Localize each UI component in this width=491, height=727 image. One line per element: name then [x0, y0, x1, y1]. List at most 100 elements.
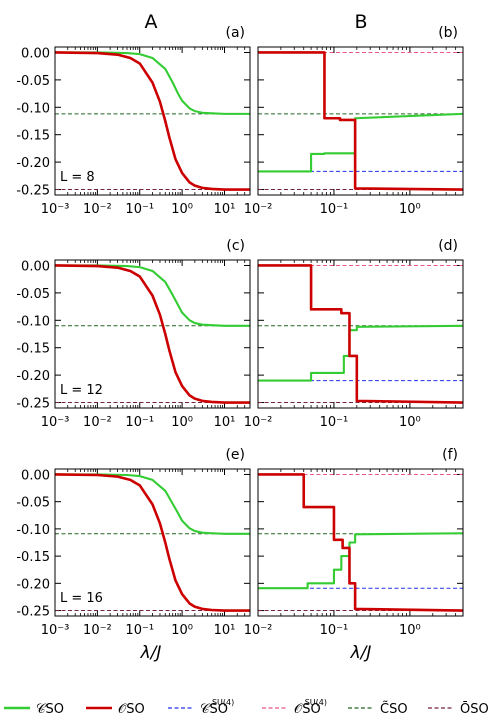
- panel-label-b: (b): [438, 25, 458, 41]
- panel-frame-c: [54, 259, 251, 409]
- x-tick-label-a: 10⁻³: [41, 202, 70, 217]
- y-tick-label-c: -0.15: [16, 342, 50, 357]
- series-o-so-a: [55, 51, 250, 191]
- panel-frame-f: [257, 468, 464, 617]
- legend-label: C̃SO: [380, 702, 408, 717]
- panel-frame-d: [257, 259, 464, 409]
- x-axis-label-a: λ/J: [140, 643, 162, 663]
- x-tick-label-c: 10⁻¹: [125, 415, 154, 430]
- plot-area-e: [55, 473, 250, 612]
- x-tick-label-d: 10⁻¹: [320, 415, 349, 430]
- column-label-a: A: [145, 11, 158, 33]
- panel-frame-e: [54, 468, 251, 617]
- y-tick-label-e: -0.10: [16, 523, 50, 538]
- y-tick-label-a: -0.05: [16, 74, 50, 89]
- plot-area-d: [258, 264, 463, 404]
- plot-area-f: [258, 473, 463, 612]
- series-o-so-b: [258, 51, 463, 191]
- y-tick-label-e: -0.25: [16, 605, 50, 620]
- legend-label: ŌSO: [460, 702, 489, 717]
- x-tick-label-c: 10¹: [214, 415, 236, 430]
- series-o-so-d: [258, 264, 463, 404]
- y-tick-label-a: 0.00: [21, 46, 50, 61]
- legend-label: 𝒞SO: [36, 702, 64, 717]
- x-tick-label-f: 10⁰: [399, 623, 421, 638]
- x-tick-label-f: 10⁻¹: [320, 623, 349, 638]
- panel-e: (e) 10⁻³ 10⁻² 10⁻¹ 10⁰ 10¹ 0.00 -0.05 -0.10 -0.15…: [16, 447, 251, 638]
- panel-label-f: (f): [442, 447, 458, 463]
- series-c-so-c: [55, 264, 250, 327]
- size-label-a: L = 8: [60, 170, 95, 185]
- plot-area-b: [258, 51, 463, 191]
- x-tick-label-c: 10⁻³: [41, 415, 70, 430]
- legend-label: 𝒪SO: [118, 702, 145, 717]
- x-tick-label-e: 10⁻³: [41, 623, 70, 638]
- series-o-so-f: [258, 473, 463, 612]
- x-tick-label-b: 10⁻¹: [320, 202, 349, 217]
- x-tick-label-a: 10⁻²: [83, 202, 112, 217]
- legend-label-sup: SU(4): [212, 698, 234, 707]
- x-tick-label-a: 10⁰: [171, 202, 193, 217]
- series-o-so-c: [55, 264, 250, 404]
- x-axis-label-b: λ/J: [350, 643, 372, 663]
- series-c-so-a: [55, 51, 250, 115]
- y-tick-label-a: -0.25: [16, 184, 50, 199]
- series-c-so-d: [258, 324, 463, 382]
- x-tick-label-c: 10⁻²: [83, 415, 112, 430]
- legend-label: 𝒪SOSU(4): [294, 698, 327, 717]
- y-tick-label-a: -0.10: [16, 101, 50, 116]
- plot-area-a: [55, 51, 250, 191]
- series-c-so-e: [55, 473, 250, 535]
- y-tick-label-c: -0.25: [16, 397, 50, 412]
- x-tick-label-d: 10⁻²: [244, 415, 273, 430]
- y-tick-label-c: -0.05: [16, 287, 50, 302]
- size-label-c: L = 12: [60, 383, 103, 398]
- series-c-so-b: [258, 112, 463, 173]
- legend-item-ot: ŌSO: [428, 702, 489, 717]
- panel-label-e: (e): [225, 447, 245, 463]
- x-tick-label-e: 10¹: [214, 623, 236, 638]
- x-tick-label-c: 10⁰: [171, 415, 193, 430]
- panel-label-d: (d): [438, 238, 458, 254]
- legend-label: 𝒞SOSU(4): [200, 698, 234, 717]
- size-label-e: L = 16: [60, 591, 103, 606]
- panel-frame-b: [257, 46, 464, 196]
- x-tick-label-e: 10⁰: [171, 623, 193, 638]
- panel-c: (c) 10⁻³ 10⁻² 10⁻¹ 10⁰ 10¹ 0.00 -0.05 -0.10 -0.15…: [16, 238, 251, 430]
- y-tick-label-c: 0.00: [21, 259, 50, 274]
- y-tick-label-a: -0.20: [16, 156, 50, 171]
- y-tick-label-e: -0.20: [16, 577, 50, 592]
- series-c-so-f: [258, 532, 463, 590]
- column-label-b: B: [354, 11, 367, 33]
- panels: (a) 10⁻³ 10⁻² 10⁻¹ 10⁰ 10¹ 0.00 -0.05 -0.10 -0.15…: [16, 25, 464, 638]
- panel-d: (d) 10⁻² 10⁻¹ 10⁰: [244, 238, 464, 430]
- y-tick-label-e: 0.00: [21, 468, 50, 483]
- series-o-so-e: [55, 473, 250, 612]
- panel-frame-a: [54, 46, 251, 196]
- x-tick-label-f: 10⁻²: [244, 623, 273, 638]
- panel-a: (a) 10⁻³ 10⁻² 10⁻¹ 10⁰ 10¹ 0.00 -0.05 -0.10 -0.15…: [16, 25, 251, 217]
- y-tick-label-c: -0.20: [16, 369, 50, 384]
- y-tick-label-c: -0.10: [16, 314, 50, 329]
- x-tick-label-a: 10¹: [214, 202, 236, 217]
- legend-item-c-so: 𝒞SO: [4, 702, 64, 717]
- legend: 𝒞SO 𝒪SO 𝒞SOSU(4) 𝒪SOSU(4) C̃SO ŌSO: [4, 698, 489, 717]
- x-tick-label-d: 10⁰: [399, 415, 421, 430]
- panel-b: (b) 10⁻² 10⁻¹ 10⁰: [244, 25, 464, 217]
- panel-label-c: (c): [226, 238, 245, 254]
- x-tick-label-a: 10⁻¹: [125, 202, 154, 217]
- x-tick-label-b: 10⁰: [399, 202, 421, 217]
- x-tick-label-e: 10⁻¹: [125, 623, 154, 638]
- panel-f: (f) 10⁻² 10⁻¹ 10⁰: [244, 447, 464, 638]
- x-tick-label-e: 10⁻²: [83, 623, 112, 638]
- y-tick-label-e: -0.05: [16, 496, 50, 511]
- panel-label-a: (a): [225, 25, 245, 41]
- legend-item-o-su4: 𝒪SOSU(4): [262, 698, 327, 717]
- x-tick-label-b: 10⁻²: [244, 202, 273, 217]
- legend-item-c-su4: 𝒞SOSU(4): [168, 698, 234, 717]
- y-tick-label-e: -0.15: [16, 550, 50, 565]
- legend-item-ct: C̃SO: [348, 702, 408, 717]
- plot-area-c: [55, 264, 250, 404]
- legend-label-sup: SU(4): [305, 698, 327, 707]
